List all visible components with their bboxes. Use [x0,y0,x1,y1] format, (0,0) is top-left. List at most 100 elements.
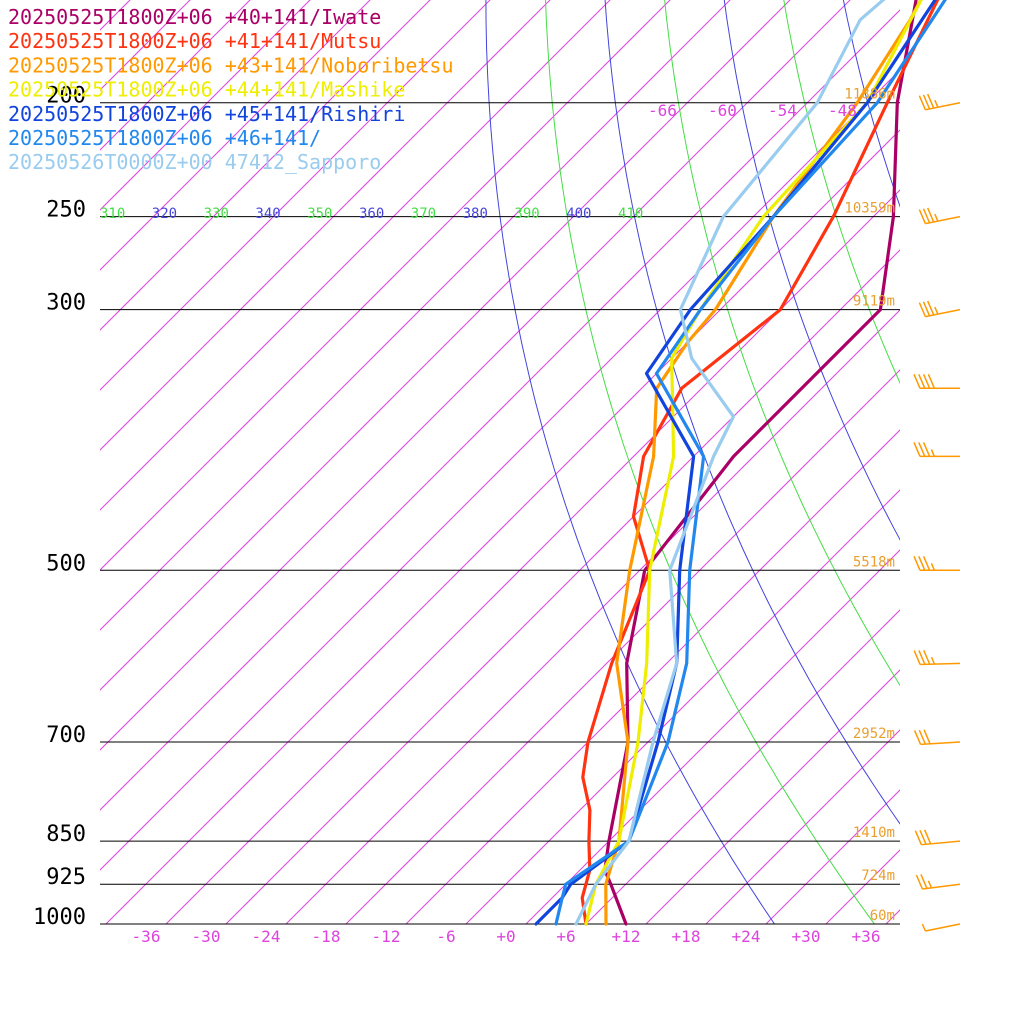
wind-barb-flag [927,373,936,389]
isotherm-line [100,0,371,271]
theta-label: 410 [618,206,643,222]
dry-adiabat-line [545,0,875,924]
wind-barb-flag [926,300,935,316]
theta-label: 360 [359,206,384,222]
isotherm-line [165,189,900,924]
temperature-tick-label: -12 [372,927,401,946]
isotherm-grid [100,0,1024,924]
wind-barb-flag [923,829,932,845]
theta-label: 400 [566,206,591,222]
wind-barb-flag [913,442,921,457]
wind-barb-flag [913,373,921,389]
isotherm-line [100,0,731,631]
legend-entry: 20250525T1800Z+06 +41+141/Mutsu [8,29,381,53]
theta-label: 350 [307,206,332,222]
wind-barb [913,555,960,572]
temperature-tick-label: -36 [132,927,161,946]
wind-barb [913,373,960,390]
wind-barb-flag [923,649,931,665]
wind-barb-flag [914,830,923,845]
wind-barb [913,442,960,458]
isotherm-line [405,429,900,924]
pressure-label: 300 [46,291,86,316]
dry-adiabat-line [842,0,900,208]
sounding-line [604,0,923,926]
wind-barb [914,829,961,846]
isotherm-line [1006,0,1024,924]
wind-barb-half-flag [921,923,927,932]
wind-barb-half-flag [930,449,936,457]
height-label: 724m [861,868,895,884]
wind-barb [918,300,961,318]
wind-barb-staff [925,923,961,932]
temperature-tick-label: -18 [312,927,341,946]
isotherm-line [100,0,551,451]
upper-isotherm-label: -60 [708,101,737,120]
wind-barb-flag [920,874,928,889]
temperature-tick-label: +0 [496,927,515,946]
temperature-tick-label: +18 [672,927,701,946]
theta-label: 310 [100,206,125,222]
wind-barb-flag [918,95,927,111]
isotherm-line [825,849,900,924]
wind-barb-flag [922,373,931,389]
dry-adiabat-line [664,0,900,687]
dry-adiabat-line [1012,0,1024,924]
wind-barb-staff [920,662,961,666]
wind-barb-flag [913,730,922,745]
pressure-label: 1000 [33,905,86,930]
sounding-line [603,0,918,926]
legend-entry: 20250525T1800Z+06 +43+141/Noboribetsu [8,53,454,77]
wind-barb-flag [922,442,931,457]
sounding-line [584,0,923,926]
wind-barb-flag [926,207,935,223]
theta-label: 340 [255,206,280,222]
wind-barb-column [913,93,961,932]
isotherm-line [100,0,671,571]
wind-barb-flag [919,829,927,845]
height-label: 11886m [844,87,895,103]
wind-barb-flag [918,373,926,389]
temperature-tick-label: -24 [252,927,281,946]
height-label: 1410m [853,825,895,841]
isotherm-line [645,669,900,924]
wind-barb-half-flag [934,99,939,108]
isotherm-line [100,69,900,871]
theta-label: 390 [514,206,539,222]
isobar-grid [100,102,900,925]
height-label: 9119m [853,294,895,310]
temperature-tick-label: +12 [612,927,641,946]
pressure-label: 200 [46,84,86,109]
pressure-label: 850 [46,822,86,847]
wind-barb-half-flag [930,562,936,571]
height-label: 2952m [853,726,895,742]
wind-barb-half-flag [934,306,939,315]
wind-barb-flag [918,729,927,745]
height-label: 5518m [853,554,895,570]
isotherm-line [585,609,900,924]
wind-barb [921,923,961,932]
isotherm-line [100,0,311,211]
isotherm-line [225,249,900,924]
legend: 20250525T1800Z+06 +40+141/Iwate20250525T… [8,5,454,174]
wind-barb [913,729,961,746]
height-label: 60m [870,908,895,924]
temperature-tick-label: -6 [436,927,455,946]
legend-entry: 20250526T0000Z+00 47412_Sapporo [8,150,381,174]
theta-label: 330 [204,206,229,222]
isotherm-line [946,0,1024,924]
wind-barb-flag [918,302,927,317]
wind-barb [915,874,961,890]
theta-label: 380 [463,206,488,222]
wind-barb-flag [918,650,926,665]
temperature-tick-label: -30 [192,927,221,946]
wind-barb-flag [918,555,926,571]
wind-barb-flag [915,874,924,890]
sounding-line [580,0,940,926]
dry-adiabat-line [485,0,775,924]
upper-isotherm-label: -54 [768,101,797,120]
temperature-tick-label: +24 [732,927,761,946]
pressure-label: 700 [46,723,86,748]
isotherm-line [100,0,791,691]
wind-barb-flag [922,208,931,224]
